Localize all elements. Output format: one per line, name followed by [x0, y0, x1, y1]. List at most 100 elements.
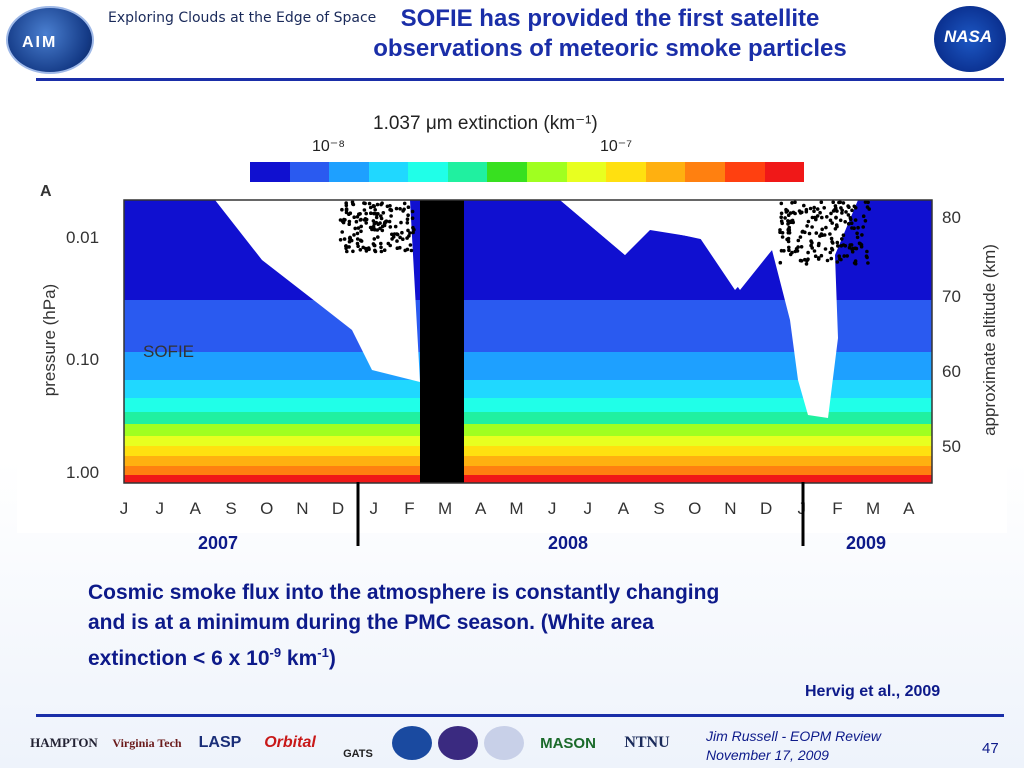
- smoke-point: [372, 243, 377, 247]
- smoke-point: [363, 217, 368, 221]
- colorbar-swatch: [487, 162, 528, 182]
- smoke-point: [342, 217, 346, 222]
- smoke-point: [863, 200, 868, 204]
- slide-caption: Cosmic smoke flux into the atmosphere is…: [88, 578, 968, 674]
- month-tick-label: J: [155, 499, 164, 518]
- y-axis-label-right: approximate altitude (km): [980, 244, 999, 436]
- smoke-point: [855, 235, 860, 240]
- month-tick-label: S: [225, 499, 236, 518]
- smoke-point: [410, 216, 415, 220]
- smoke-point: [340, 230, 345, 234]
- colorbar-swatch: [645, 162, 686, 182]
- smoke-point: [835, 260, 840, 264]
- smoke-point: [853, 218, 858, 222]
- smoke-point: [375, 212, 379, 217]
- smoke-point: [839, 257, 843, 262]
- caption-line3-prefix: extinction < 6 x 10: [88, 647, 270, 670]
- smoke-point: [374, 215, 379, 220]
- contour-band: [124, 424, 932, 436]
- slide-title-line2: observations of meteoric smoke particles: [373, 35, 847, 62]
- smoke-point: [358, 238, 363, 243]
- contour-band: [124, 436, 932, 446]
- smoke-point: [837, 254, 841, 258]
- smoke-point: [338, 238, 343, 242]
- smoke-point: [405, 221, 410, 225]
- smoke-point: [814, 217, 818, 221]
- seal-logo-1: [392, 726, 432, 760]
- smoke-point: [830, 240, 834, 244]
- smoke-point: [366, 246, 371, 250]
- month-tick-label: J: [548, 499, 557, 518]
- month-tick-label: A: [475, 499, 487, 518]
- smoke-point: [850, 247, 854, 252]
- smoke-point: [825, 215, 829, 219]
- smoke-point: [847, 205, 851, 209]
- smoke-point: [800, 230, 805, 234]
- smoke-point: [387, 219, 392, 224]
- smoke-point: [812, 249, 817, 253]
- smoke-point: [790, 250, 794, 255]
- colorbar-swatch: [289, 162, 330, 182]
- smoke-point: [833, 204, 838, 208]
- footer-divider: [36, 714, 1004, 717]
- smoke-point: [353, 226, 358, 231]
- smoke-point: [820, 233, 825, 237]
- smoke-point: [388, 225, 393, 229]
- smoke-point: [847, 245, 852, 250]
- smoke-point: [395, 239, 399, 243]
- contour-band: [124, 475, 932, 483]
- month-tick-label: A: [190, 499, 202, 518]
- month-tick-label: F: [832, 499, 842, 518]
- footer-credit-line2: November 17, 2009: [706, 747, 829, 763]
- smoke-point: [803, 257, 807, 262]
- smoke-point: [828, 218, 833, 223]
- smoke-point: [840, 211, 844, 215]
- colorbar-title: 1.037 μm extinction (km⁻¹): [373, 113, 598, 134]
- smoke-point: [362, 208, 367, 212]
- smoke-point: [355, 237, 360, 241]
- smoke-point: [359, 229, 363, 234]
- caption-line3-mid: km: [281, 647, 318, 670]
- smoke-point: [822, 206, 826, 210]
- colorbar-swatch: [368, 162, 409, 182]
- header-divider: [36, 78, 1004, 81]
- colorbar-swatch: [566, 162, 607, 182]
- white-region-2008-upper: [560, 200, 780, 290]
- smoke-point: [841, 233, 846, 237]
- smoke-point: [389, 214, 393, 218]
- caption-line2: and is at a minimum during the PMC seaso…: [88, 611, 654, 634]
- smoke-point: [393, 224, 398, 229]
- month-tick-label: J: [120, 499, 129, 518]
- footer-credit: Jim Russell - EOPM Review November 17, 2…: [706, 727, 881, 765]
- month-tick-label: N: [296, 499, 308, 518]
- contour-band: [124, 398, 932, 412]
- smoke-point: [794, 247, 799, 251]
- colorbar-swatch: [408, 162, 448, 182]
- smoke-point: [340, 207, 344, 212]
- smoke-point: [845, 254, 849, 258]
- smoke-point: [848, 217, 853, 222]
- smoke-point: [405, 247, 410, 252]
- smoke-point: [375, 202, 380, 207]
- smoke-point: [830, 221, 834, 225]
- ytick-right-2: 60: [942, 362, 961, 381]
- smoke-point: [806, 257, 810, 262]
- smoke-point: [807, 231, 812, 236]
- smoke-point: [411, 230, 415, 235]
- smoke-point: [779, 215, 783, 219]
- smoke-point: [402, 201, 407, 206]
- month-tick-label: M: [509, 499, 523, 518]
- smoke-point: [853, 246, 857, 251]
- smoke-point: [778, 260, 783, 265]
- slide-title-line1: SOFIE has provided the first satellite: [400, 5, 820, 32]
- month-tick-label: D: [332, 499, 344, 518]
- smoke-point: [389, 208, 394, 213]
- month-tick-label: M: [438, 499, 452, 518]
- white-region-2008: [560, 200, 858, 418]
- smoke-point: [359, 217, 363, 222]
- smoke-point: [406, 228, 410, 233]
- year-label-2009: 2009: [846, 533, 887, 553]
- year-label-2007: 2007: [198, 533, 239, 553]
- smoke-point: [835, 240, 840, 245]
- month-tick-label: D: [760, 499, 772, 518]
